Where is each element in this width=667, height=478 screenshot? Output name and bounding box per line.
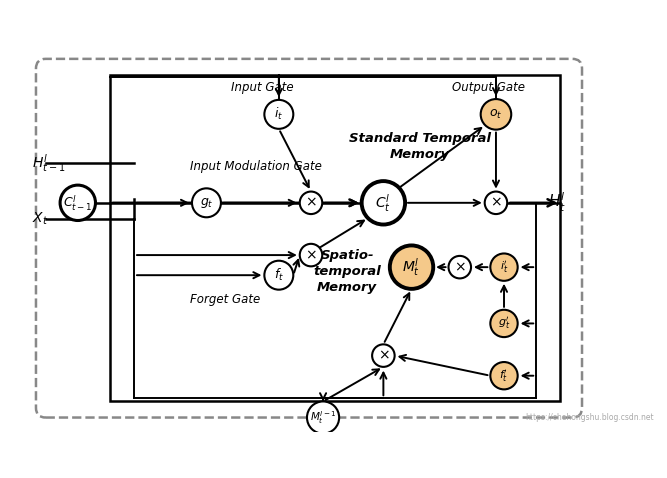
Text: Output Gate: Output Gate (452, 81, 525, 94)
Text: $M_t^l$: $M_t^l$ (402, 256, 421, 278)
Circle shape (264, 100, 293, 129)
Circle shape (485, 192, 507, 214)
Text: $i_t^{\prime}$: $i_t^{\prime}$ (500, 259, 508, 275)
Circle shape (490, 310, 518, 337)
Text: $f_t^{\prime}$: $f_t^{\prime}$ (500, 368, 509, 384)
Text: $C_t^l$: $C_t^l$ (376, 192, 392, 214)
Text: $\times$: $\times$ (454, 260, 466, 274)
Text: $g_t^{\prime}$: $g_t^{\prime}$ (498, 315, 510, 331)
Text: $M_t^{l-1}$: $M_t^{l-1}$ (309, 409, 336, 426)
Text: $\times$: $\times$ (305, 196, 317, 210)
Text: Input Modulation Gate: Input Modulation Gate (190, 160, 322, 173)
Text: $C_{t-1}^l$: $C_{t-1}^l$ (63, 193, 93, 213)
Circle shape (490, 253, 518, 281)
Text: Forget Gate: Forget Gate (190, 293, 261, 306)
Text: $H_t^l$: $H_t^l$ (548, 191, 566, 215)
Text: $X_t$: $X_t$ (32, 211, 48, 227)
Circle shape (390, 245, 434, 289)
Text: $H_{t-1}^l$: $H_{t-1}^l$ (32, 152, 65, 174)
Circle shape (299, 192, 322, 214)
Text: $g_t$: $g_t$ (199, 196, 213, 210)
Circle shape (448, 256, 471, 278)
Circle shape (192, 188, 221, 217)
Bar (110, 75, 560, 402)
Circle shape (60, 185, 95, 220)
Text: $i_t$: $i_t$ (274, 106, 283, 122)
Text: $\times$: $\times$ (490, 196, 502, 210)
Text: $o_t$: $o_t$ (490, 108, 503, 121)
Circle shape (481, 99, 511, 130)
Text: Standard Temporal
Memory: Standard Temporal Memory (349, 132, 490, 161)
Text: $\times$: $\times$ (378, 348, 390, 363)
Circle shape (490, 362, 518, 390)
Circle shape (299, 244, 322, 266)
Circle shape (307, 402, 339, 434)
Text: https://chehongshu.blog.csdn.net: https://chehongshu.blog.csdn.net (526, 413, 654, 422)
Circle shape (362, 181, 405, 225)
Text: $\times$: $\times$ (305, 248, 317, 262)
Circle shape (264, 261, 293, 290)
Text: $f_t$: $f_t$ (273, 267, 284, 283)
Text: Spatio-
temporal
Memory: Spatio- temporal Memory (313, 249, 381, 293)
Text: Input Gate: Input Gate (231, 81, 293, 94)
Circle shape (372, 344, 395, 367)
